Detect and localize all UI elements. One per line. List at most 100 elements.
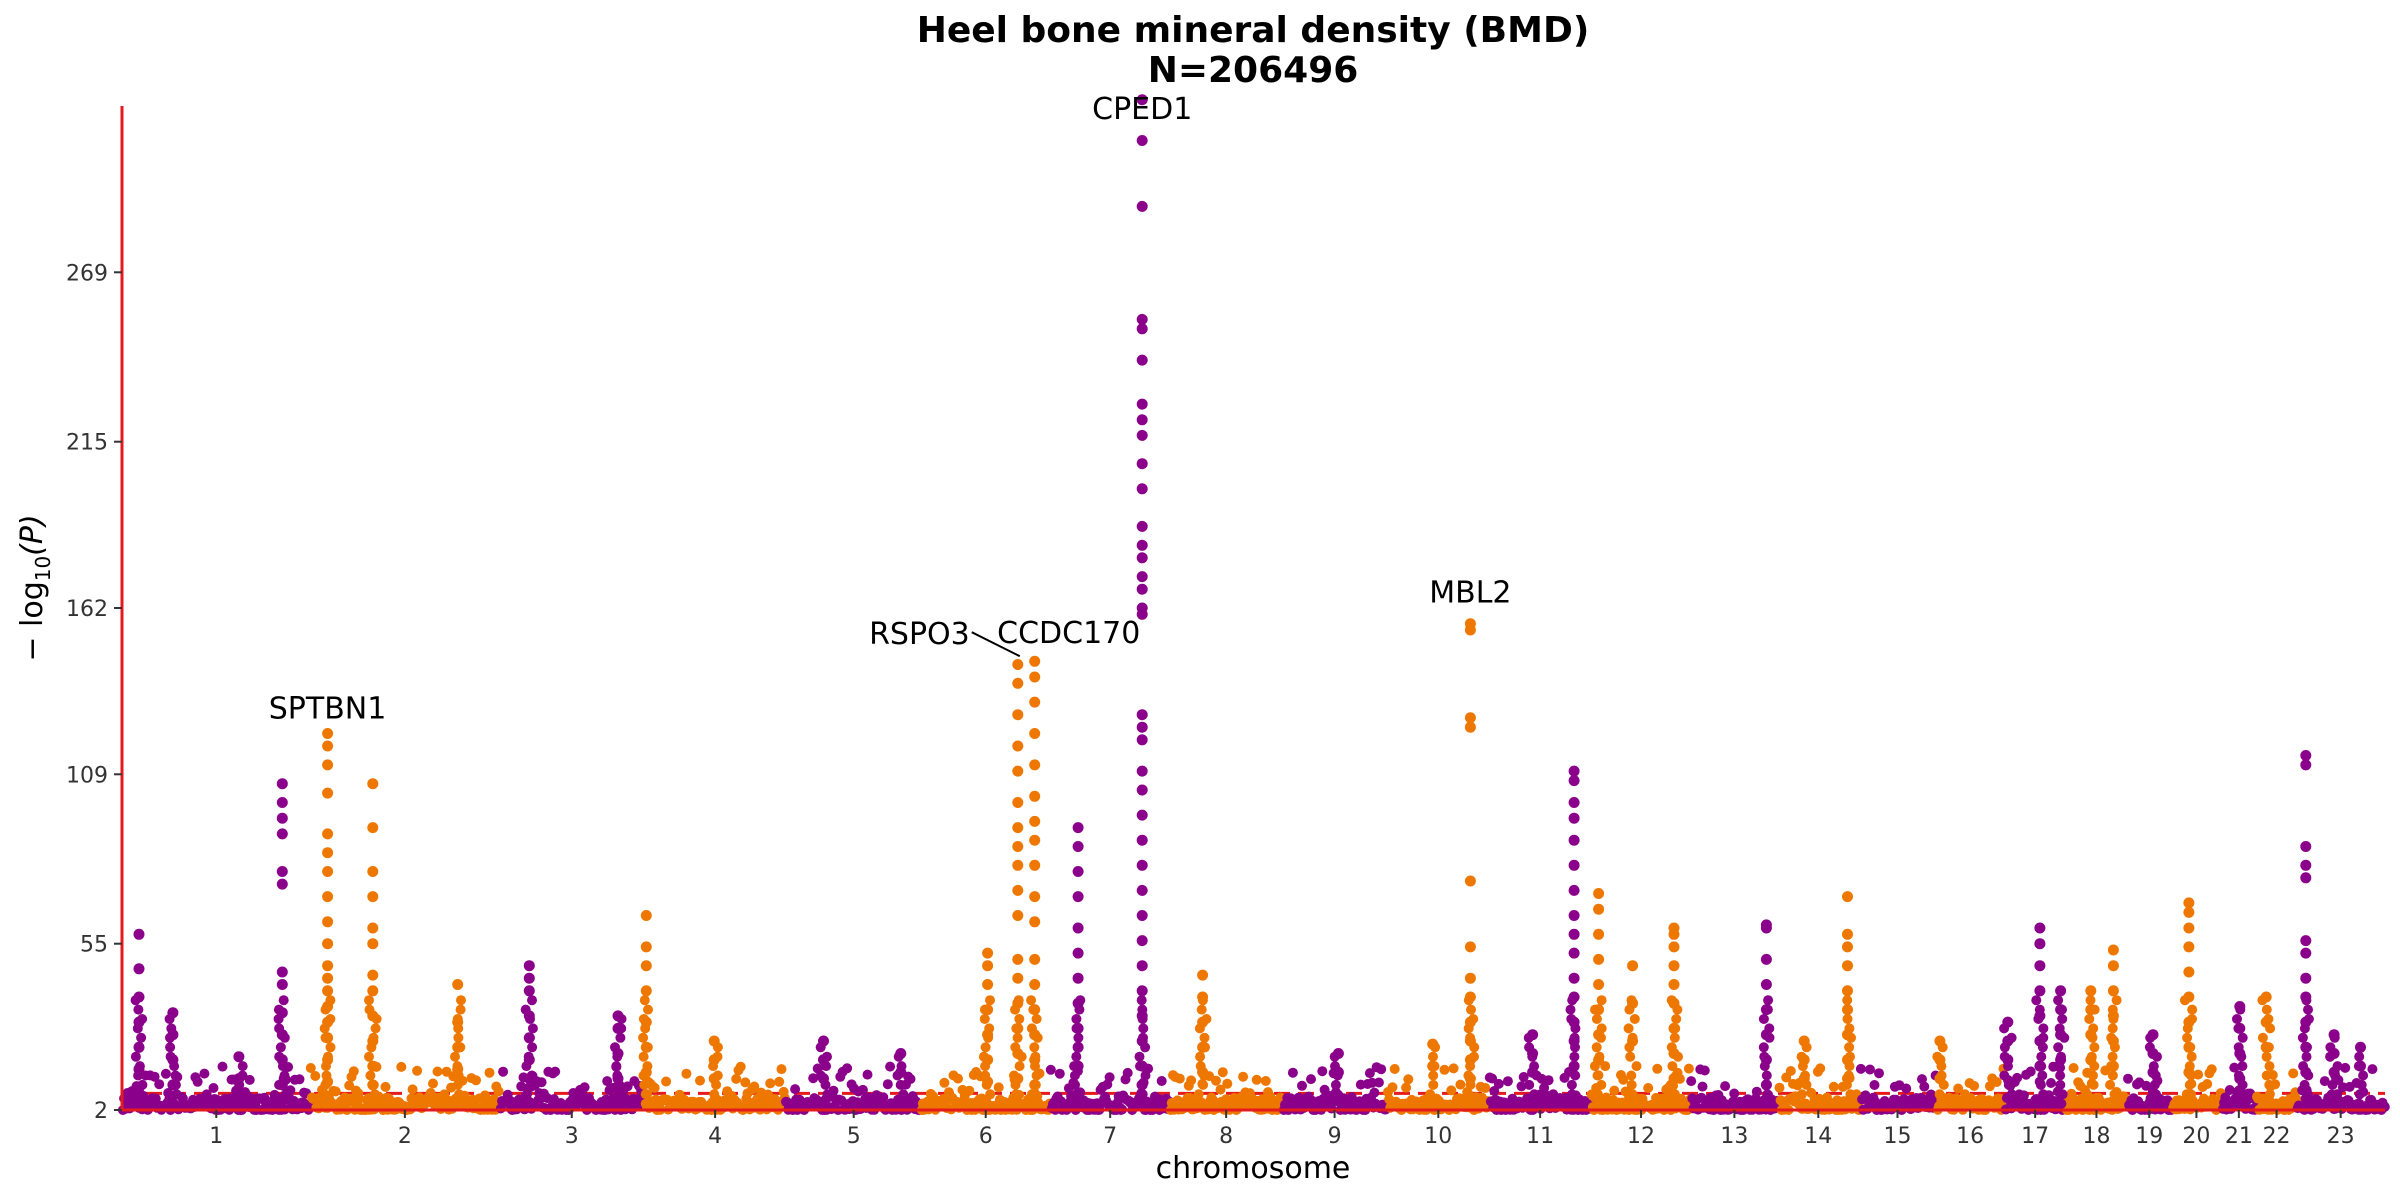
data-point (322, 847, 334, 859)
data-point (1623, 1023, 1634, 1034)
data-point (368, 1079, 379, 1090)
data-point (1568, 812, 1580, 824)
data-point (1569, 1061, 1580, 1072)
data-point (2263, 1014, 2274, 1024)
x-tick-label: 21 (2225, 1124, 2253, 1149)
data-point (1764, 1023, 1775, 1034)
data-point (1667, 1061, 1678, 1072)
data-point (2108, 1014, 2119, 1024)
data-point (133, 1004, 144, 1015)
data-point (640, 985, 652, 997)
data-point (2085, 985, 2097, 997)
baseline-point (2288, 1068, 2299, 1079)
baseline-point (622, 1081, 633, 1092)
data-point (1330, 1061, 1340, 1072)
data-point (2186, 1070, 2196, 1081)
data-point (233, 1051, 245, 1063)
data-point (1198, 1079, 1209, 1090)
x-tick-label: 17 (2021, 1124, 2049, 1149)
data-point (2006, 1089, 2017, 1100)
data-point (711, 1079, 722, 1090)
data-point (132, 1023, 143, 1034)
data-point (1624, 1042, 1635, 1053)
baseline-point (192, 1076, 203, 1087)
baseline-point (1683, 1063, 1694, 1074)
data-point (614, 1089, 624, 1100)
data-point (979, 1004, 990, 1015)
data-point (1199, 1070, 1210, 1081)
data-point (322, 728, 334, 739)
data-point (1014, 1014, 1025, 1024)
baseline-point (649, 1082, 660, 1093)
data-point (1136, 94, 1148, 106)
data-point (1567, 1089, 1578, 1100)
data-point (1136, 571, 1148, 583)
data-point (453, 1032, 464, 1043)
data-point (456, 995, 466, 1006)
data-point (1136, 354, 1148, 366)
data-point (369, 1061, 380, 1072)
data-point (984, 1023, 995, 1034)
data-point (1936, 1070, 1947, 1081)
data-point (1029, 696, 1041, 708)
data-point (367, 891, 379, 903)
data-point (1936, 1061, 1947, 1072)
data-point (2264, 1089, 2275, 1100)
data-point (137, 1079, 148, 1090)
data-point (1012, 884, 1024, 896)
data-point (364, 1004, 375, 1015)
data-point (1136, 765, 1148, 777)
data-point (1932, 1051, 1943, 1062)
data-point (712, 1051, 723, 1062)
data-point (325, 1042, 336, 1053)
data-point (1469, 1051, 1479, 1062)
data-point (1012, 677, 1024, 689)
data-point (2107, 1051, 2118, 1062)
data-point (1569, 1051, 1580, 1062)
y-tick-label: 109 (66, 763, 108, 788)
data-point (2107, 1023, 2118, 1034)
data-point (1073, 1042, 1084, 1053)
data-point (1010, 1042, 1021, 1053)
data-point (274, 1051, 285, 1062)
y-tick-label: 269 (66, 261, 108, 286)
data-point (1568, 947, 1580, 959)
data-point (1801, 1079, 1812, 1090)
baseline-point (1901, 1083, 1912, 1094)
data-point (1026, 995, 1037, 1006)
data-point (452, 1079, 463, 1090)
data-point (1136, 784, 1148, 796)
data-point (2260, 1098, 2271, 1109)
data-point (1135, 1061, 1145, 1072)
data-point (2325, 1042, 2336, 1053)
data-point (364, 995, 374, 1006)
x-tick-label: 5 (847, 1124, 861, 1149)
gene-label: SPTBN1 (269, 691, 387, 726)
data-point (2034, 960, 2046, 972)
baseline-point (765, 1078, 776, 1089)
data-point (1760, 953, 1772, 965)
data-point (527, 995, 537, 1006)
data-point (523, 960, 535, 972)
data-point (1625, 1051, 1636, 1062)
data-point (1330, 1089, 1341, 1100)
data-point (815, 1070, 826, 1081)
x-tick-label: 23 (2327, 1124, 2355, 1149)
data-point (2034, 985, 2046, 997)
data-point (1999, 1070, 2010, 1081)
data-point (639, 995, 650, 1006)
data-point (2356, 1079, 2367, 1090)
data-point (1134, 1051, 1145, 1062)
data-point (1464, 624, 1476, 636)
data-point (2149, 1079, 2160, 1090)
data-point (2089, 1042, 2100, 1053)
data-point (1012, 709, 1024, 721)
data-point (612, 1070, 623, 1081)
data-point (450, 1051, 460, 1062)
y-axis-title-tail: (P) (15, 514, 50, 556)
data-point (1999, 1042, 2010, 1053)
baseline-point (1600, 1061, 1611, 1072)
data-point (1030, 1098, 1041, 1109)
baseline-point (1122, 1067, 1133, 1078)
data-point (2038, 1032, 2049, 1043)
